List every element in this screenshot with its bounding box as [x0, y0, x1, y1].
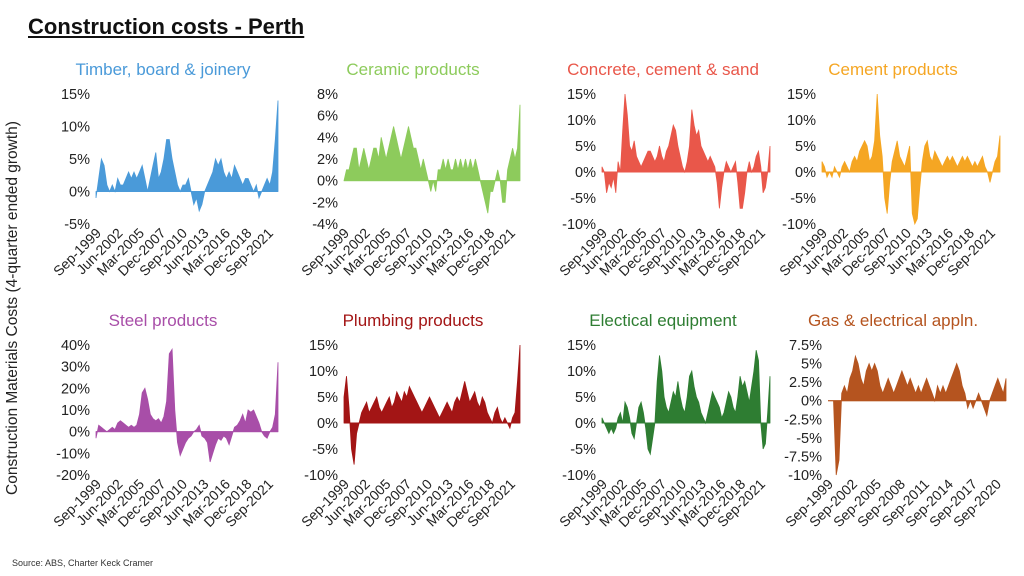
y-tick-label: 0%	[69, 185, 90, 201]
series-area	[821, 93, 1001, 226]
chart-svg: 40%30%20%10%0%-10%-20%Sep-1999Jun-2002Ma…	[50, 338, 279, 530]
y-tick-label: 5%	[801, 357, 822, 373]
series-area	[828, 354, 1007, 476]
page-title: Construction costs - Perth	[28, 14, 305, 39]
chart-panel-steel: Steel products 40% 30% 20% 10% 0% -10% -20% Sep…	[38, 311, 288, 566]
y-tick-label: -5%	[312, 442, 338, 458]
y-tick-label: 5%	[69, 152, 90, 168]
chart-panel-gas: Gas & electrical appln. 7.5% 5% 2.5% 0% -2.5…	[768, 311, 1018, 566]
y-tick-label: -10%	[56, 446, 90, 462]
y-tick-label: 10%	[567, 364, 596, 380]
y-tick-label: 5%	[317, 390, 338, 406]
y-tick-label: -5%	[796, 431, 822, 447]
y-tick-label: -10%	[304, 468, 338, 484]
y-tick-label: 4%	[317, 130, 338, 146]
y-axis-title-text: Construction Materials Costs (4-quarter …	[4, 121, 21, 495]
chart-panel-electrical: Electical equipment 15% 10% 5% 0% -5% -10% Sep…	[538, 311, 788, 566]
y-tick-label: 8%	[317, 87, 338, 103]
chart-title: Timber, board & joinery	[75, 60, 251, 79]
y-tick-label: -5%	[64, 217, 90, 233]
y-tick-label: 10%	[309, 364, 338, 380]
y-tick-label: 15%	[567, 338, 596, 354]
y-tick-label: 5%	[795, 139, 816, 155]
chart-title: Electical equipment	[589, 311, 737, 330]
y-tick-label: -7.5%	[784, 449, 822, 465]
chart-svg: 15%10%5%0%-5%-10%Sep-1999Jun-2002Mar-200…	[298, 338, 521, 530]
chart-title: Plumbing products	[342, 311, 484, 330]
y-tick-label: 2.5%	[789, 375, 822, 391]
series-area	[95, 100, 279, 213]
y-tick-label: 5%	[575, 390, 596, 406]
chart-title: Concrete, cement & sand	[567, 60, 759, 79]
y-tick-label: 2%	[317, 152, 338, 168]
chart-title: Steel products	[108, 311, 218, 330]
chart-panel-cement: Cement products 15% 10% 5% 0% -5% -10% Sep-199…	[768, 60, 1018, 315]
chart-panel-timber: Timber, board & joinery 15% 10% 5% 0% -5% Sep…	[38, 60, 288, 315]
y-tick-label: -5%	[790, 191, 816, 207]
series-area	[343, 344, 521, 465]
y-tick-label: 15%	[309, 338, 338, 354]
y-tick-label: 40%	[61, 338, 90, 354]
chart-svg: 15%10%5%0%-5%Sep-1999Jun-2002Mar-2005Dec…	[50, 87, 279, 279]
series-area	[601, 350, 771, 456]
y-axis-title: Construction Materials Costs (4-quarter …	[0, 58, 26, 558]
y-tick-label: -10%	[788, 468, 822, 484]
chart-svg: 7.5%5%2.5%0%-2.5%-5%-7.5%-10%Sep-1999Sep…	[782, 338, 1007, 530]
chart-title: Ceramic products	[346, 60, 480, 79]
series-area	[343, 104, 521, 214]
chart-panel-concrete: Concrete, cement & sand 15% 10% 5% 0% -5% -10…	[538, 60, 788, 315]
chart-svg: 8%6%4%2%0%-2%-4%Sep-1999Jun-2002Mar-2005…	[298, 87, 521, 279]
y-tick-label: 0%	[795, 165, 816, 181]
source-note: Source: ABS, Charter Keck Cramer	[12, 558, 154, 568]
y-tick-label: 0%	[575, 165, 596, 181]
y-tick-label: 6%	[317, 109, 338, 125]
chart-svg: 15%10%5%0%-5%-10%Sep-1999Jun-2002Mar-200…	[556, 338, 771, 530]
y-tick-label: -20%	[56, 468, 90, 484]
y-tick-label: -5%	[570, 191, 596, 207]
y-tick-label: 5%	[575, 139, 596, 155]
y-tick-label: 15%	[787, 87, 816, 103]
y-tick-label: 0%	[801, 394, 822, 410]
y-tick-label: -10%	[782, 217, 816, 233]
y-tick-label: 10%	[61, 403, 90, 419]
chart-panel-ceramic: Ceramic products 8% 6% 4% 2% 0% -2% -4% Sep-199…	[288, 60, 538, 315]
y-tick-label: -2.5%	[784, 412, 822, 428]
y-tick-label: 10%	[787, 113, 816, 129]
y-tick-label: 0%	[317, 174, 338, 190]
y-tick-label: 0%	[317, 416, 338, 432]
y-tick-label: 0%	[69, 425, 90, 441]
y-tick-label: -2%	[312, 195, 338, 211]
y-tick-label: 10%	[61, 120, 90, 136]
series-area	[95, 348, 279, 463]
y-tick-label: 20%	[61, 381, 90, 397]
y-tick-label: -5%	[570, 442, 596, 458]
series-area	[601, 93, 771, 209]
y-tick-label: 0%	[575, 416, 596, 432]
y-tick-label: -10%	[562, 217, 596, 233]
chart-svg: 15%10%5%0%-5%-10%Sep-1999Jun-2002Mar-200…	[776, 87, 1001, 279]
y-tick-label: -4%	[312, 217, 338, 233]
y-tick-label: 30%	[61, 360, 90, 376]
chart-title: Cement products	[828, 60, 958, 79]
chart-svg: 15%10%5%0%-5%-10%Sep-1999Jun-2002Mar-200…	[556, 87, 771, 279]
y-tick-label: 10%	[567, 113, 596, 129]
y-tick-label: 15%	[61, 87, 90, 103]
chart-panel-plumbing: Plumbing products 15% 10% 5% 0% -5% -10% Sep-1…	[288, 311, 538, 566]
y-tick-label: 7.5%	[789, 338, 822, 354]
chart-title: Gas & electrical appln.	[807, 311, 979, 330]
y-tick-label: 15%	[567, 87, 596, 103]
y-tick-label: -10%	[562, 468, 596, 484]
